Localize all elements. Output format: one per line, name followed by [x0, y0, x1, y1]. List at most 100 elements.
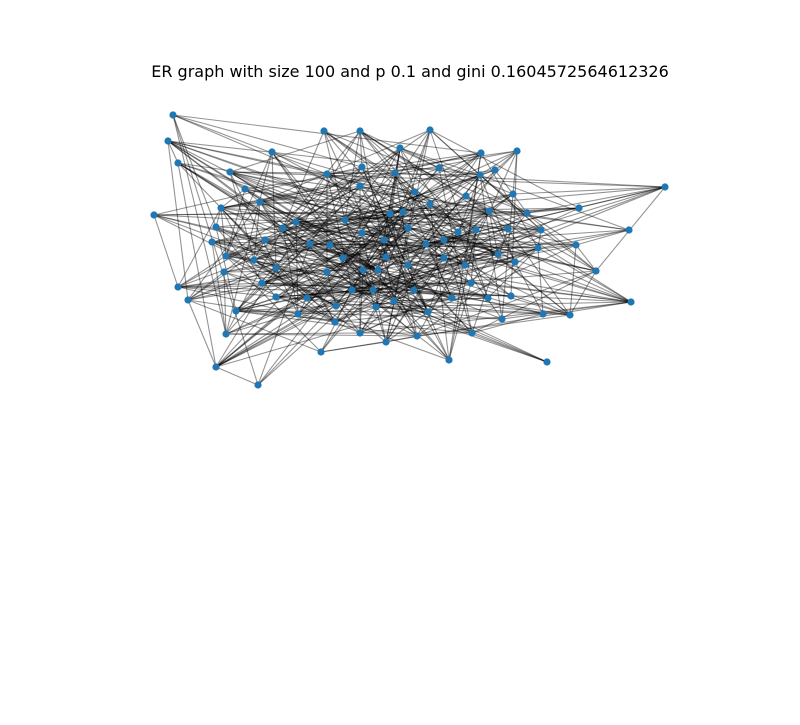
graph-edge: [457, 169, 496, 233]
graph-edge: [375, 129, 431, 308]
graph-edge: [510, 150, 518, 297]
graph-edge: [306, 261, 516, 299]
graph-edge: [344, 210, 490, 221]
graph-edge: [261, 193, 514, 284]
graph-node: [422, 240, 430, 248]
graph-edge: [225, 227, 284, 335]
graph-edge: [344, 219, 445, 259]
edge-layer: [153, 114, 666, 386]
graph-edge: [359, 269, 364, 334]
graph-edge: [177, 162, 374, 291]
graph-edge: [271, 151, 542, 231]
graph-edge: [334, 207, 580, 323]
graph-edge: [429, 129, 489, 299]
graph-edge: [394, 172, 453, 299]
graph-edge: [229, 171, 666, 188]
graph-edge: [383, 167, 440, 241]
graph-edge: [320, 289, 374, 353]
graph-edge: [187, 129, 431, 301]
graph-edge: [470, 229, 477, 284]
graph-node: [445, 356, 453, 364]
graph-edge: [259, 201, 336, 323]
graph-edge: [295, 173, 328, 223]
graph-edge: [244, 188, 331, 246]
graph-node: [454, 228, 462, 236]
graph-edge: [220, 207, 227, 257]
graph-node: [477, 149, 485, 157]
graph-edge: [393, 297, 489, 302]
graph-edge: [253, 259, 336, 323]
graph-node: [339, 254, 347, 262]
graph-edge: [153, 207, 580, 216]
graph-edge: [235, 310, 503, 320]
graph-edge: [167, 140, 416, 193]
graph-edge: [167, 140, 409, 266]
graph-node: [575, 204, 583, 212]
graph-edge: [393, 297, 453, 302]
graph-edge: [264, 239, 548, 363]
graph-edge: [359, 185, 431, 205]
graph-edge: [329, 244, 571, 316]
graph-edge: [361, 166, 404, 213]
graph-edge: [359, 185, 453, 299]
graph-edge: [271, 151, 344, 259]
graph-edge: [295, 221, 379, 271]
graph-edge: [295, 221, 445, 259]
graph-edge: [464, 152, 482, 266]
graph-edge: [225, 269, 364, 335]
graph-edge: [399, 147, 459, 233]
graph-edge: [235, 297, 489, 312]
graph-edge: [575, 229, 630, 246]
graph-edge: [229, 171, 415, 291]
graph-node: [174, 159, 182, 167]
graph-node: [356, 329, 364, 337]
graph-edge: [172, 114, 499, 255]
graph-node: [494, 250, 502, 258]
graph-edge: [393, 300, 450, 361]
graph-node: [462, 192, 470, 200]
graph-edge: [344, 219, 509, 230]
graph-edge: [334, 247, 539, 323]
graph-edge: [326, 167, 440, 175]
graph-edge: [235, 166, 363, 312]
graph-node: [164, 137, 172, 145]
graph-edge: [225, 203, 431, 257]
graph-edge: [448, 282, 472, 361]
graph-node: [241, 185, 249, 193]
graph-edge: [306, 211, 404, 299]
graph-node: [572, 241, 580, 249]
graph-edge: [359, 130, 416, 193]
graph-edge: [488, 210, 516, 263]
graph-edge: [448, 229, 477, 361]
graph-edge: [244, 150, 518, 190]
graph-edge: [177, 162, 311, 245]
graph-edge: [220, 169, 496, 209]
graph-edge: [223, 271, 227, 335]
graph-edge: [282, 227, 311, 245]
graph-node: [294, 310, 302, 318]
graph-edge: [220, 207, 542, 231]
graph-edge: [215, 366, 259, 386]
graph-edge: [323, 130, 477, 231]
graph-node: [435, 164, 443, 172]
graph-edge: [306, 289, 374, 299]
graph-edge: [215, 130, 361, 368]
graph-edge: [526, 186, 666, 214]
graph-edge: [177, 282, 472, 288]
graph-edge: [220, 185, 361, 209]
graph-edge: [464, 150, 518, 266]
graph-edge: [514, 261, 544, 315]
graph-edge: [413, 247, 539, 291]
graph-edge: [479, 174, 630, 231]
graph-edge: [257, 213, 391, 386]
graph-edge: [394, 172, 503, 320]
graph-edge: [487, 247, 539, 299]
graph-edge: [479, 150, 518, 176]
graph-edge: [407, 261, 516, 266]
graph-edge: [244, 188, 391, 215]
graph-edge: [429, 129, 542, 231]
graph-node: [256, 198, 264, 206]
graph-node: [212, 223, 220, 231]
graph-edge: [229, 171, 379, 271]
graph-edge: [334, 210, 490, 323]
